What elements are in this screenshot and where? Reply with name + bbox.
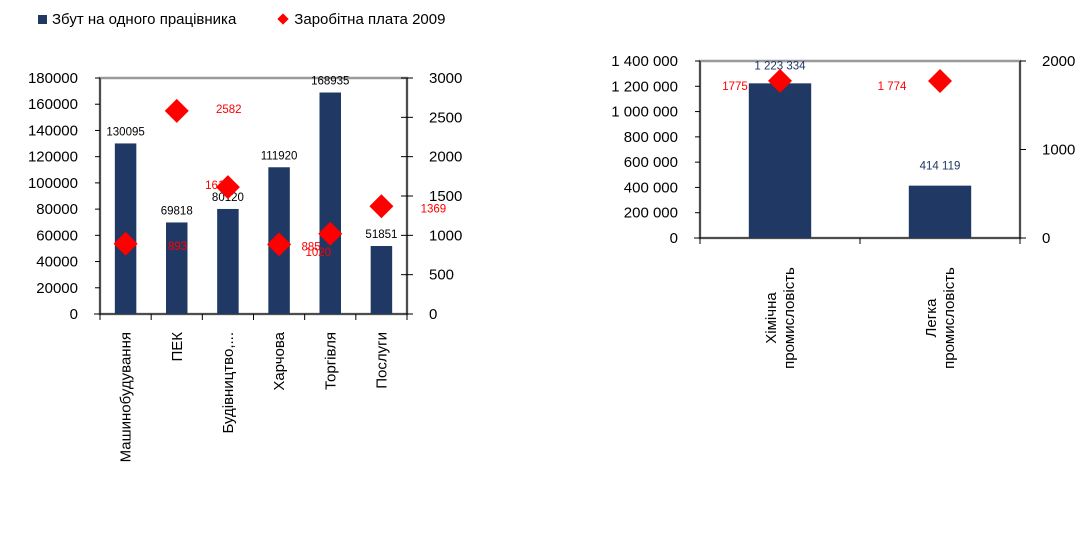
plot-area xyxy=(98,76,409,316)
point-marker xyxy=(928,69,952,94)
y-tick-label: 1 400 000 xyxy=(611,53,678,70)
bar-value-label: 69818 xyxy=(161,205,193,217)
legend-item-salary: Заробітна плата 2009 xyxy=(276,11,445,28)
point-value-label: 893 xyxy=(168,241,187,253)
point-value-label: 1775 xyxy=(722,81,748,93)
chart-right: 0 200 000 400 000 600 000 800 000 1 000 000 1 … xyxy=(611,53,1075,369)
bar xyxy=(748,83,812,238)
bar xyxy=(166,222,188,314)
y-tick-label: 0 xyxy=(70,306,78,323)
plot-area xyxy=(698,59,1022,240)
y-tick-label: 0 xyxy=(670,230,678,247)
point-marker xyxy=(369,194,394,219)
y-tick-label: 600 000 xyxy=(624,154,678,171)
y-tick-label: 160000 xyxy=(28,96,78,113)
y2-tick-label: 1000 xyxy=(429,227,462,244)
point-value-label: 885 xyxy=(301,241,320,253)
point-marker xyxy=(215,175,240,200)
category-label-line: промисловість xyxy=(941,267,958,369)
bar-value-label: 51851 xyxy=(365,229,397,241)
category-label: Машинобудування xyxy=(118,332,135,462)
chart-left: 0200004000060000800001000001200001400001… xyxy=(28,70,462,462)
category-label: Торгівля xyxy=(322,332,339,390)
category-label: Послуги xyxy=(373,332,390,389)
y-tick-label: 120000 xyxy=(28,149,78,166)
bar-value-label: 111920 xyxy=(261,150,298,162)
y-tick-label: 20000 xyxy=(36,280,78,297)
bar xyxy=(370,246,393,314)
legend-bar-swatch-icon xyxy=(38,14,47,24)
point-value-label: 2582 xyxy=(216,104,242,116)
point-marker xyxy=(164,98,189,123)
point-marker xyxy=(318,221,343,246)
category-label: Будівництво,... xyxy=(220,332,237,434)
y2-tick-label: 2000 xyxy=(1042,53,1075,70)
category-label: Легкапромисловість xyxy=(923,267,958,369)
bar-value-label: 168935 xyxy=(311,76,349,88)
y2-tick-label: 3000 xyxy=(429,70,462,87)
y-tick-label: 800 000 xyxy=(624,129,678,146)
point-value-label: 1020 xyxy=(305,247,331,259)
y-tick-label: 80000 xyxy=(36,201,78,218)
legend-item-sales: Збут на одного працівника xyxy=(38,11,236,28)
category-label: ПЕК xyxy=(169,332,186,362)
y2-tick-label: 0 xyxy=(1042,230,1050,247)
y2-tick-label: 2000 xyxy=(429,149,462,166)
point-marker xyxy=(267,232,292,257)
point-marker xyxy=(768,68,792,93)
bar xyxy=(217,208,239,314)
y-tick-label: 1 000 000 xyxy=(611,104,678,121)
legend: Збут на одного працівника Заробітна плат… xyxy=(38,9,485,29)
y-tick-label: 100000 xyxy=(28,175,78,192)
point-value-label: 1369 xyxy=(421,203,447,215)
legend-label-sales: Збут на одного працівника xyxy=(52,10,237,28)
y2-tick-label: 1500 xyxy=(429,188,462,205)
bar xyxy=(319,92,341,314)
y-tick-label: 1 200 000 xyxy=(611,78,678,95)
point-value-label: 1 774 xyxy=(878,81,907,93)
point-value-label: 1613 xyxy=(205,180,231,192)
category-label-line: промисловість xyxy=(781,267,798,369)
y-tick-label: 200 000 xyxy=(624,205,678,222)
y2-tick-label: 500 xyxy=(429,267,454,284)
bar xyxy=(908,185,972,238)
y-tick-label: 180000 xyxy=(28,70,78,87)
bar-value-label: 414 119 xyxy=(920,161,961,173)
y-tick-label: 40000 xyxy=(36,254,78,271)
y-tick-label: 400 000 xyxy=(624,179,678,196)
legend-label-salary: Заробітна плата 2009 xyxy=(294,10,446,28)
y-tick-label: 140000 xyxy=(28,122,78,139)
y2-tick-label: 2500 xyxy=(429,109,462,126)
y2-tick-label: 0 xyxy=(429,306,437,323)
bar-value-label: 130095 xyxy=(106,126,144,138)
bar-value-label: 1 223 334 xyxy=(754,60,806,72)
category-label: Харчова xyxy=(271,331,288,390)
bar xyxy=(114,143,137,314)
category-label-line: Хімічна xyxy=(763,292,780,344)
category-label-line: Легка xyxy=(923,298,940,338)
point-marker xyxy=(113,231,138,256)
y-tick-label: 60000 xyxy=(36,227,78,244)
y2-tick-label: 1000 xyxy=(1042,142,1075,159)
category-label: Хімічнапромисловість xyxy=(763,267,798,369)
